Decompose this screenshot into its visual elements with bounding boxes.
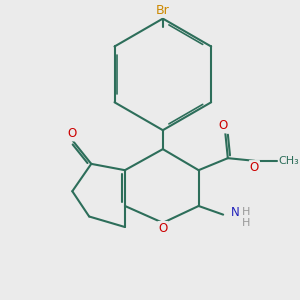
Text: N: N <box>231 206 239 219</box>
Text: O: O <box>219 119 228 133</box>
Text: O: O <box>158 222 167 235</box>
Text: CH₃: CH₃ <box>279 156 299 166</box>
Text: O: O <box>67 128 76 140</box>
Text: O: O <box>250 161 259 174</box>
Text: H: H <box>242 218 250 228</box>
Text: Br: Br <box>156 4 170 17</box>
Text: H: H <box>242 207 250 218</box>
